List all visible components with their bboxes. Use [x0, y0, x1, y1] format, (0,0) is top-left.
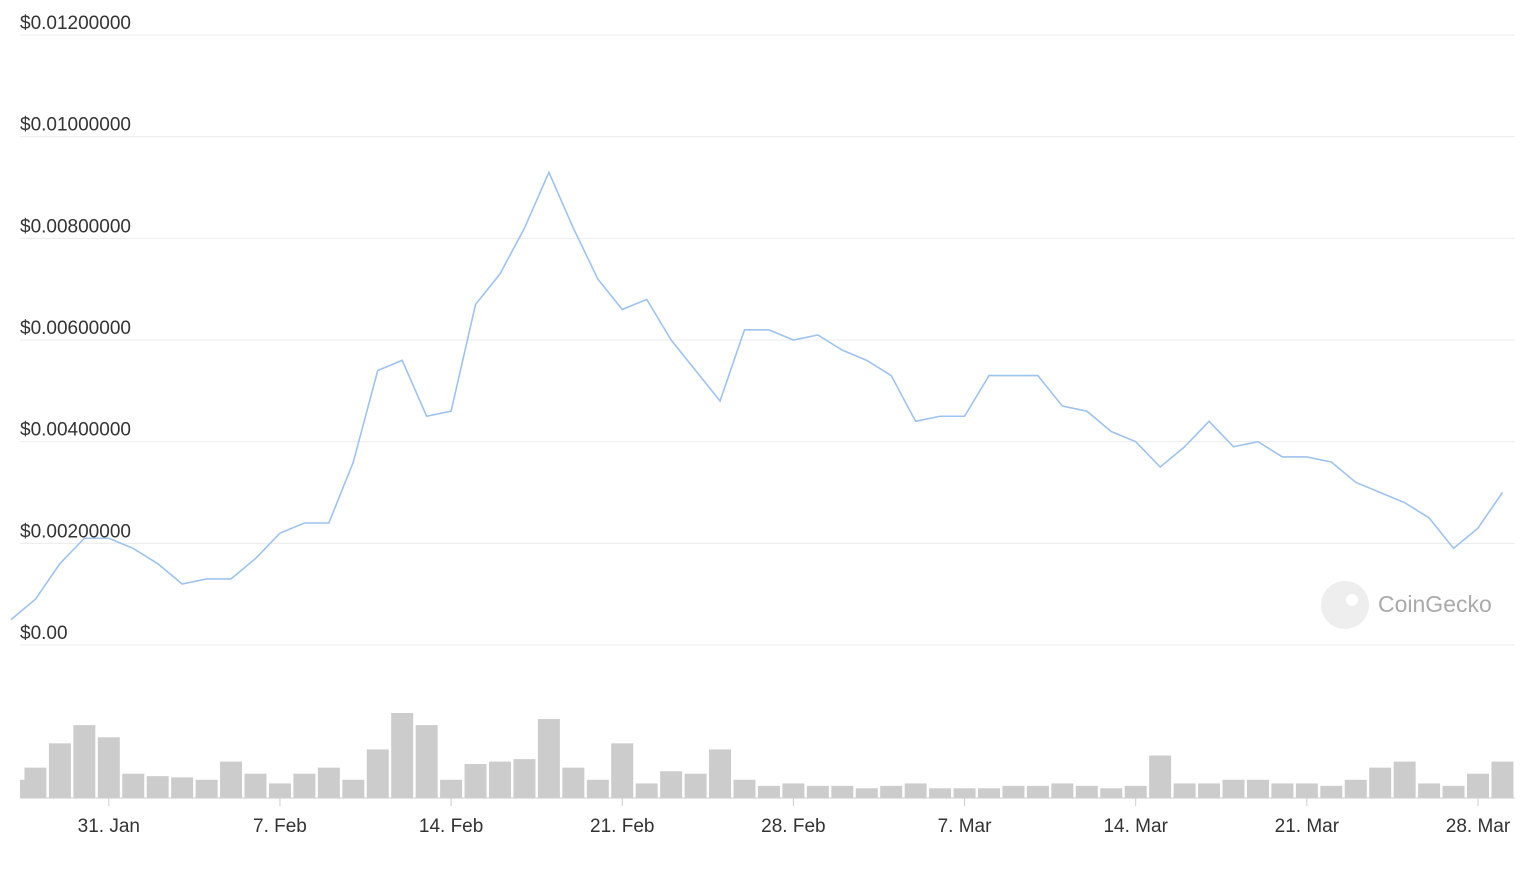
volume-bar	[806, 785, 829, 798]
volume-bar	[733, 779, 756, 798]
volume-bar	[1246, 779, 1269, 798]
volume-bar	[1051, 783, 1074, 798]
volume-bar	[1149, 755, 1172, 798]
volume-bar	[757, 785, 780, 798]
volume-bar	[1026, 785, 1049, 798]
volume-bar	[1002, 785, 1025, 798]
volume-bar	[611, 743, 634, 798]
volume-bar	[635, 783, 658, 798]
price-line	[10, 170, 1504, 621]
volume-bar	[586, 779, 609, 798]
volume-bar	[1173, 783, 1196, 798]
volume-bar	[1344, 779, 1367, 798]
watermark: CoinGecko	[1321, 581, 1492, 629]
volume-bar	[171, 777, 194, 798]
volume-bar	[782, 783, 805, 798]
volume-bar	[244, 773, 267, 798]
volume-bar	[709, 749, 732, 798]
x-tick-label: 21. Mar	[1275, 816, 1340, 837]
volume-bar	[513, 759, 536, 798]
volume-bar	[73, 725, 96, 798]
x-tick-label: 7. Mar	[938, 816, 993, 837]
plot: $0.00 $0.00200000 $0.00400000 $0.00600000 $0…	[10, 13, 1515, 837]
volume-bar	[1442, 785, 1465, 798]
x-tick-label: 28. Mar	[1446, 816, 1511, 837]
volume-bar	[293, 773, 316, 798]
x-tick-label: 21. Feb	[590, 816, 654, 837]
y-tick-label: $0.00200000	[20, 521, 131, 542]
volume-bar	[97, 737, 120, 798]
y-tick-label: $0.00	[20, 623, 68, 644]
volume-bar	[1393, 761, 1416, 798]
volume-bar	[929, 788, 952, 798]
volume-bar	[978, 788, 1000, 798]
volume-bar	[1271, 783, 1294, 798]
volume-bar	[391, 713, 414, 798]
volume-bar	[464, 764, 487, 798]
volume-bar	[831, 785, 854, 798]
volume-bar	[1075, 785, 1098, 798]
volume-bar	[855, 788, 878, 798]
volume-bar	[1418, 783, 1441, 798]
volume-bar	[537, 719, 560, 798]
volume-bar	[684, 773, 707, 798]
y-tick-label: $0.00600000	[20, 318, 131, 339]
x-tick-label: 14. Mar	[1103, 816, 1168, 837]
x-tick-label: 28. Feb	[761, 816, 825, 837]
y-tick-label: $0.00400000	[20, 420, 131, 441]
volume-bar	[1369, 767, 1392, 798]
x-tick-label: 7. Feb	[253, 816, 307, 837]
volume-bar	[1491, 761, 1514, 798]
x-tick-label: 14. Feb	[419, 816, 483, 837]
volume-bar	[660, 771, 683, 798]
volume-bar	[220, 761, 243, 798]
x-tick-label: 31. Jan	[78, 816, 140, 837]
volume-bar	[268, 783, 291, 798]
volume-bar	[880, 785, 903, 798]
volume-bar	[195, 779, 218, 798]
volume-bar	[1198, 783, 1221, 798]
volume-bar	[48, 743, 71, 798]
volume-bar	[1124, 785, 1147, 798]
volume-bar	[1295, 783, 1318, 798]
volume-bar	[342, 779, 365, 798]
volume-bar	[489, 761, 511, 798]
y-tick-label: $0.00800000	[20, 216, 131, 237]
volume-bar	[1222, 779, 1245, 798]
watermark-logo	[1321, 581, 1369, 629]
volume-bar	[122, 773, 145, 798]
volume-bar	[1467, 773, 1489, 798]
y-tick-label: $0.01000000	[20, 115, 131, 136]
volume-bar	[904, 783, 927, 798]
volume-bar	[1100, 788, 1123, 798]
volume-bar	[415, 725, 438, 798]
volume-bar	[317, 767, 340, 798]
volume-bar	[1320, 785, 1343, 798]
y-tick-label: $0.01200000	[20, 13, 131, 34]
volume-bar	[440, 779, 463, 798]
volume-bar	[146, 776, 169, 798]
watermark-text: CoinGecko	[1378, 591, 1492, 617]
volume-bar	[24, 767, 47, 798]
volume-bar	[953, 788, 976, 798]
watermark-logo-eye	[1346, 594, 1358, 606]
volume-bar	[562, 767, 585, 798]
volume-bar	[366, 749, 389, 798]
